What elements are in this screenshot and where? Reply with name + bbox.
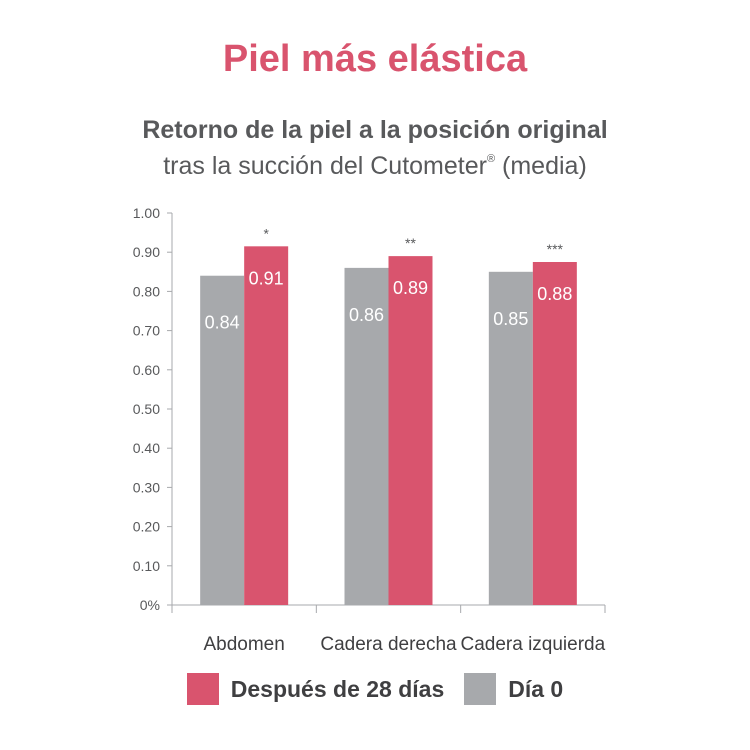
bar — [200, 275, 245, 605]
y-tick-label: 0.50 — [133, 401, 160, 417]
legend-swatch-after — [186, 673, 219, 705]
y-tick-label: 0% — [140, 597, 160, 613]
y-tick-label: 0.10 — [133, 558, 160, 574]
bar — [388, 256, 433, 605]
data-label: 0.84 — [205, 313, 240, 333]
chart-subtitle-secondary: tras la succión del Cutometer® (media) — [0, 152, 750, 181]
legend: Después de 28 días Día 0 — [0, 673, 750, 705]
y-tick-label: 0.70 — [133, 323, 160, 339]
bar — [244, 246, 289, 605]
y-tick-label: 0.20 — [133, 519, 160, 535]
significance-marker: * — [263, 225, 269, 241]
y-tick-label: 1.00 — [133, 205, 160, 221]
registered-mark: ® — [486, 153, 496, 165]
bar — [344, 267, 389, 605]
legend-label-day0: Día 0 — [508, 675, 564, 702]
data-label: 0.89 — [393, 278, 428, 298]
legend-swatch-day0 — [464, 673, 497, 705]
bar — [488, 271, 533, 605]
y-tick-label: 0.90 — [133, 244, 160, 260]
y-tick-label: 0.40 — [133, 440, 160, 456]
legend-item-day0: Día 0 — [464, 673, 563, 705]
x-tick-label: Cadera izquierda — [460, 634, 605, 655]
x-tick-label: Abdomen — [203, 634, 284, 655]
data-label: 0.91 — [249, 268, 284, 288]
y-tick-label: 0.30 — [133, 479, 160, 495]
x-tick-label: Cadera derecha — [320, 634, 457, 655]
data-label: 0.86 — [349, 305, 384, 325]
data-label: 0.85 — [493, 309, 528, 329]
legend-label-after: Después de 28 días — [230, 675, 445, 702]
significance-marker: ** — [405, 235, 416, 251]
y-tick-label: 0.60 — [133, 362, 160, 378]
chart-subtitle: Retorno de la piel a la posición origina… — [142, 116, 608, 144]
data-label: 0.88 — [537, 284, 572, 304]
y-tick-label: 0.80 — [133, 283, 160, 299]
bar — [532, 262, 577, 605]
subtitle-suffix: (media) — [502, 152, 587, 180]
subtitle-text: tras la succión del Cutometer — [163, 152, 487, 180]
chart-title: Piel más elástica — [222, 38, 528, 80]
bar-chart: 0% 0.10 0.20 0.30 0.40 0.50 0.60 0.70 0.80 0.90 1.… — [133, 205, 606, 655]
legend-item-after: Después de 28 días — [186, 673, 445, 705]
significance-marker: *** — [547, 241, 564, 257]
